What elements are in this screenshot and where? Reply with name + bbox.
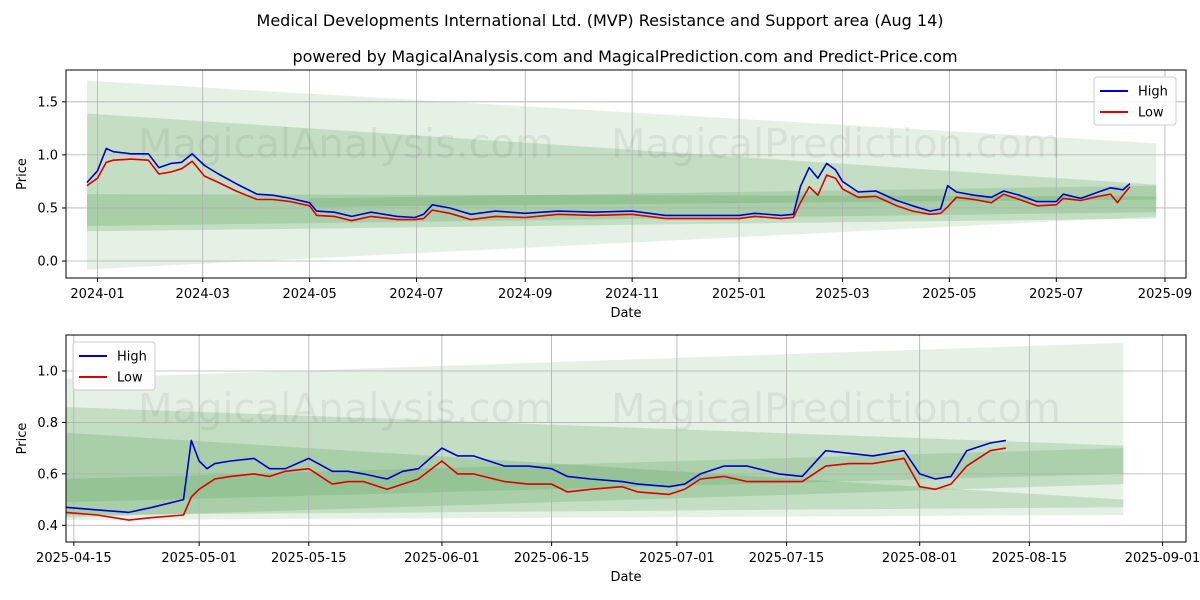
x-axis-label: Date xyxy=(610,306,641,321)
series-group xyxy=(66,439,1007,521)
x-tick-label: 2025-07-15 xyxy=(749,551,825,566)
y-tick-label: 1.0 xyxy=(37,365,58,380)
series-line-low xyxy=(66,447,1007,521)
watermark-analysis: MagicalAnalysis.com xyxy=(138,386,554,432)
x-tick-label: 2025-05-15 xyxy=(271,551,347,566)
y-axis-label: Price xyxy=(15,423,30,455)
y-tick-label: 0.0 xyxy=(37,255,58,270)
y-tick-label: 0.8 xyxy=(37,416,58,431)
watermark-prediction: MagicalPrediction.com xyxy=(611,121,1061,167)
x-tick-label: 2025-05-01 xyxy=(161,551,237,566)
x-tick-label: 2025-06-01 xyxy=(404,551,480,566)
x-tick-label: 2024-05 xyxy=(282,287,336,302)
legend-label-high: High xyxy=(117,350,147,365)
legend-label-high: High xyxy=(1138,85,1168,100)
x-tick-label: 2024-09 xyxy=(498,287,552,302)
legend: High Low xyxy=(1093,76,1177,126)
band-group xyxy=(66,342,1124,521)
band-3 xyxy=(309,185,1157,207)
x-tick-label: 2025-07 xyxy=(1029,287,1083,302)
series-line-high xyxy=(86,147,1131,219)
y-tick-label: 1.0 xyxy=(37,148,58,163)
watermark-group: MagicalAnalysis.com MagicalPrediction.com xyxy=(138,121,1061,167)
band-0 xyxy=(87,80,1157,270)
x-tick-label: 2025-09 xyxy=(1138,287,1192,302)
plot-top: MagicalAnalysis.com MagicalPrediction.com… xyxy=(15,69,1192,321)
x-tick-label: 2024-11 xyxy=(605,287,659,302)
x-tick-label: 2024-03 xyxy=(176,287,230,302)
band-1 xyxy=(66,407,1124,518)
x-tick-label: 2025-01 xyxy=(712,287,766,302)
x-tick-label: 2025-04-15 xyxy=(36,551,112,566)
band-3 xyxy=(66,448,1124,503)
chart-subtitle: powered by MagicalAnalysis.com and Magic… xyxy=(292,47,957,66)
series-line-high xyxy=(66,439,1007,514)
band-group xyxy=(87,80,1157,270)
series-line-low xyxy=(86,158,1131,222)
axes-frame xyxy=(65,334,1187,543)
y-tick-label: 0.4 xyxy=(37,519,58,534)
x-tick-label: 2025-09-01 xyxy=(1125,551,1200,566)
y-tick-label: 0.6 xyxy=(37,467,58,482)
y-tick-label: 1.5 xyxy=(37,95,58,110)
x-tick-label: 2025-03 xyxy=(815,287,869,302)
x-tick-label: 2024-01 xyxy=(70,287,124,302)
watermark-prediction: MagicalPrediction.com xyxy=(611,386,1061,432)
legend-label-low: Low xyxy=(1138,106,1164,121)
x-tick-label: 2025-07-01 xyxy=(639,551,715,566)
axes-frame xyxy=(65,69,1187,279)
x-tick-label: 2024-07 xyxy=(389,287,443,302)
plot-bottom: MagicalAnalysis.com MagicalPrediction.com… xyxy=(15,334,1200,585)
chart-title: Medical Developments International Ltd. … xyxy=(257,11,944,30)
x-tick-label: 2025-08-01 xyxy=(882,551,958,566)
legend-label-low: Low xyxy=(117,371,143,386)
watermark-group: MagicalAnalysis.com MagicalPrediction.com xyxy=(138,386,1061,432)
legend: High Low xyxy=(72,341,156,391)
x-tick-label: 2025-08-15 xyxy=(992,551,1068,566)
x-tick-label: 2025-06-15 xyxy=(514,551,590,566)
y-tick-label: 0.5 xyxy=(37,201,58,216)
band-0 xyxy=(66,342,1124,521)
watermark-analysis: MagicalAnalysis.com xyxy=(138,121,554,167)
x-tick-label: 2025-05 xyxy=(922,287,976,302)
y-axis-label: Price xyxy=(15,158,30,190)
x-axis-label: Date xyxy=(610,570,641,585)
series-group xyxy=(86,147,1131,222)
